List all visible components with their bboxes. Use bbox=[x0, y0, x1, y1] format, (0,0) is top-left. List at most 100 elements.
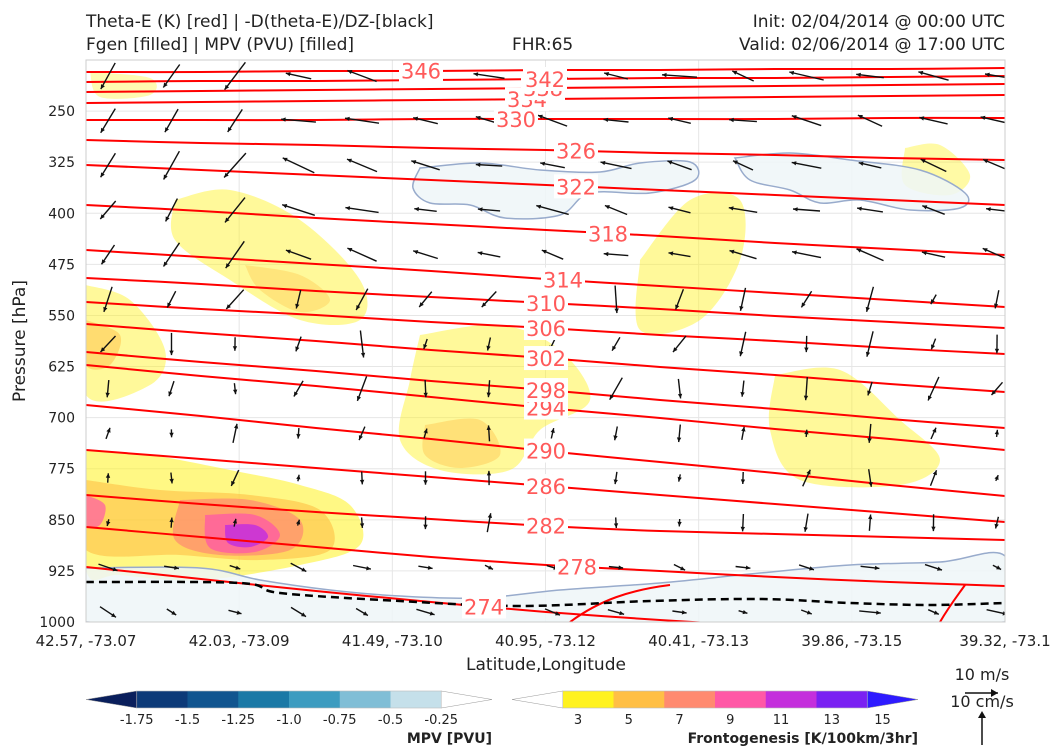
wind-arrow bbox=[791, 115, 822, 127]
wind-arrow-head bbox=[673, 347, 678, 353]
wind-arrow-head bbox=[857, 206, 862, 211]
x-tick-label: 42.57, -73.07 bbox=[36, 632, 137, 650]
wind-arrow-head bbox=[165, 216, 170, 222]
wind-arrow-head bbox=[739, 306, 744, 311]
theta-e-label-310: 310 bbox=[526, 292, 566, 316]
wind-arrow bbox=[980, 116, 1005, 124]
wind-arrow bbox=[982, 158, 1005, 170]
fgen-region-left-core bbox=[86, 320, 121, 370]
wind-arrow-head bbox=[931, 526, 936, 532]
wind-arrow-head bbox=[236, 610, 242, 615]
y-tick-label: 400 bbox=[48, 206, 75, 222]
wind-arrow-head bbox=[740, 392, 745, 397]
wind-arrow bbox=[920, 158, 947, 173]
wind-arrow bbox=[162, 242, 181, 267]
dthetae-dz-contour bbox=[86, 580, 1005, 608]
fgen-colorbar-tick-label: 3 bbox=[574, 713, 582, 728]
wind-arrow-head bbox=[301, 567, 307, 572]
wind-arrow-head bbox=[739, 351, 744, 357]
fgen-colorbar-title: Frontogenesis [K/100km/3hr] bbox=[688, 731, 918, 747]
wind-arrow bbox=[789, 71, 824, 81]
wind-arrow-head bbox=[423, 524, 428, 530]
wind-arrow-head bbox=[742, 610, 748, 615]
wind-arrow-head bbox=[163, 82, 168, 88]
theta-e-label-bg bbox=[524, 378, 568, 403]
mpv-colorbar-swatch bbox=[339, 691, 391, 708]
filled-fields bbox=[86, 72, 971, 581]
wind-arrow-head bbox=[540, 161, 546, 166]
wind-arrow-head bbox=[359, 479, 365, 485]
theta-e-label-bg bbox=[524, 513, 568, 538]
wind-arrow-head bbox=[168, 391, 173, 397]
wind-arrow-head bbox=[481, 302, 487, 308]
mpv-colorbar-swatch bbox=[136, 691, 188, 708]
y-tick-label: 625 bbox=[48, 360, 75, 376]
fgen-colorbar-swatch bbox=[613, 691, 665, 708]
wind-arrow bbox=[100, 152, 116, 178]
mpv-region-upper-right bbox=[733, 152, 970, 212]
wind-arrow-head bbox=[100, 172, 105, 178]
y-tick-label: 250 bbox=[48, 104, 75, 120]
wind-arrow-head bbox=[994, 303, 999, 309]
theta-e-label-274: 274 bbox=[464, 595, 504, 619]
wind-arrow-head bbox=[296, 519, 301, 525]
wind-arrow-head bbox=[423, 344, 428, 349]
wind-arrow-head bbox=[103, 306, 108, 312]
wind-arrow-head bbox=[994, 429, 999, 435]
theta-e-label-298: 298 bbox=[526, 379, 566, 403]
wind-arrow-head bbox=[667, 160, 673, 165]
wind-arrow-head bbox=[858, 161, 864, 166]
fgen-region-right bbox=[768, 367, 940, 488]
wind-arrow bbox=[347, 247, 377, 262]
wind-arrow-head bbox=[668, 251, 674, 256]
wind-arrow-head bbox=[677, 521, 682, 527]
wind-arrow-head bbox=[677, 476, 682, 482]
wind-arrow bbox=[856, 248, 884, 262]
y-tick-label: 850 bbox=[48, 513, 75, 529]
wind-arrow bbox=[473, 73, 505, 79]
wind-arrow-head bbox=[603, 117, 609, 122]
mpv-colorbar-tick-label: -0.25 bbox=[424, 713, 458, 728]
init-time: Init: 02/04/2014 @ 00:00 UTC bbox=[752, 12, 1005, 32]
wind-arrow-head bbox=[295, 346, 300, 352]
x-axis-label: Latitude,Longitude bbox=[466, 655, 626, 675]
wind-arrow-head bbox=[100, 347, 106, 352]
fgen-region-edge-pink bbox=[86, 495, 106, 529]
y-tick-label: 700 bbox=[48, 411, 75, 427]
wind-arrow-head bbox=[296, 433, 301, 439]
wind-arrow-head bbox=[612, 345, 617, 351]
wind-arrow-head bbox=[301, 612, 306, 617]
wind-arrow bbox=[661, 74, 698, 78]
y-axis-label: Pressure [hPa] bbox=[10, 280, 30, 402]
wind-arrow bbox=[729, 249, 757, 260]
mpv-colorbar-outline bbox=[136, 690, 442, 709]
theta-e-label-302: 302 bbox=[526, 347, 566, 371]
wind-arrow-head bbox=[985, 72, 990, 77]
wind-arrow-head bbox=[933, 610, 939, 615]
wind-arrow-head bbox=[740, 526, 745, 532]
wind-arrow-head bbox=[609, 394, 614, 400]
theta-e-label-bg bbox=[524, 346, 568, 371]
wind-arrow-head bbox=[232, 346, 238, 351]
theta-e-fragment bbox=[569, 584, 671, 622]
mpv-colorbar-tick-label: -0.5 bbox=[378, 713, 403, 728]
wind-arrow bbox=[345, 206, 379, 214]
y-tick-labels: 250 325 400 475 550 625 700 775 850 925 1000 bbox=[39, 104, 75, 631]
wind-arrow-head bbox=[733, 160, 738, 165]
mpv-colorbar-swatch bbox=[289, 691, 341, 708]
wind-arrow-head bbox=[677, 393, 683, 399]
x-tick-label: 41.49, -73.10 bbox=[342, 632, 443, 650]
wind-arrow bbox=[982, 247, 1005, 259]
valid-time: Valid: 02/06/2014 @ 17:00 UTC bbox=[739, 35, 1005, 55]
wind-arrow-head bbox=[662, 72, 667, 78]
fgen-colorbar-extend-low bbox=[511, 690, 563, 709]
wind-arrow-head bbox=[345, 116, 350, 121]
fgen-colorbar-tick-label: 13 bbox=[823, 713, 840, 728]
wind-arrow bbox=[224, 61, 246, 91]
wind-arrow-head bbox=[163, 261, 168, 267]
wind-arrow-head bbox=[1002, 611, 1005, 616]
wind-arrow-head bbox=[982, 248, 988, 253]
reference-vertical-label: 10 cm/s bbox=[950, 692, 1014, 711]
wind-arrow-head bbox=[347, 70, 353, 75]
